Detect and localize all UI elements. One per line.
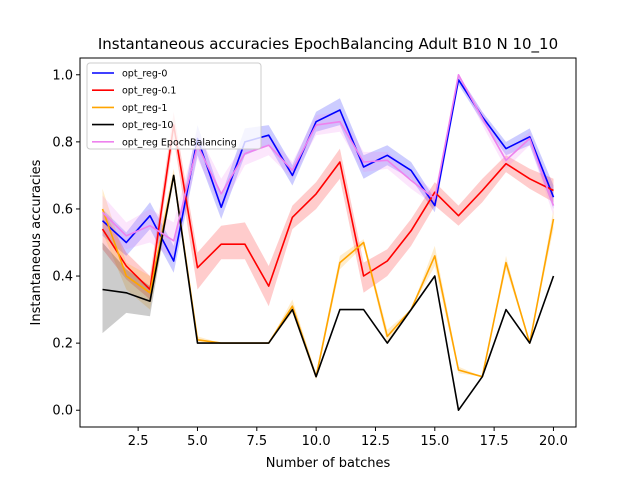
y-tick-label: 1.0: [52, 68, 73, 83]
y-axis: 0.0 0.2 0.4 0.6 0.8 1.0: [52, 68, 80, 419]
confidence-band-1: [102, 111, 554, 307]
x-tick-label: 17.5: [480, 434, 509, 449]
x-axis-label: Number of batches: [266, 456, 391, 471]
series-line-4: [101, 74, 555, 242]
legend-label-1: opt_reg-0.1: [122, 86, 176, 97]
chart-title: Instantaneous accuracies EpochBalancing …: [98, 35, 558, 54]
y-tick-label: 0.6: [52, 202, 73, 217]
y-tick-label: 0.8: [52, 135, 73, 150]
series-line-3: [102, 174, 555, 412]
x-tick-label: 12.5: [361, 434, 390, 449]
y-tick-label: 0.0: [52, 404, 73, 419]
y-axis-label: Instantaneous accuracies: [29, 159, 44, 325]
legend-label-4: opt_reg EpochBalancing: [122, 137, 237, 148]
confidence-band-0: [102, 74, 554, 273]
legend: opt_reg-0 opt_reg-0.1 opt_reg-1 opt_reg-10o…: [86, 62, 262, 150]
x-axis: 2.5 5.0 7.5 10.0 12.5 15.0 17.5 20.0: [128, 427, 568, 449]
plot-area: [79, 57, 577, 428]
legend-box: [86, 62, 262, 150]
y-tick-label: 0.4: [52, 270, 73, 285]
x-tick-label: 15.0: [420, 434, 449, 449]
x-tick-label: 2.5: [128, 434, 149, 449]
x-tick-label: 5.0: [187, 434, 208, 449]
legend-label-0: opt_reg-0: [122, 69, 167, 80]
legend-label-3: opt_reg-10: [122, 120, 173, 131]
plot-frame: [79, 57, 577, 428]
x-tick-label: 20.0: [539, 434, 568, 449]
x-tick-label: 10.0: [302, 434, 331, 449]
y-tick-label: 0.2: [52, 337, 73, 352]
legend-label-2: opt_reg-1: [122, 103, 167, 114]
x-tick-label: 7.5: [246, 434, 267, 449]
